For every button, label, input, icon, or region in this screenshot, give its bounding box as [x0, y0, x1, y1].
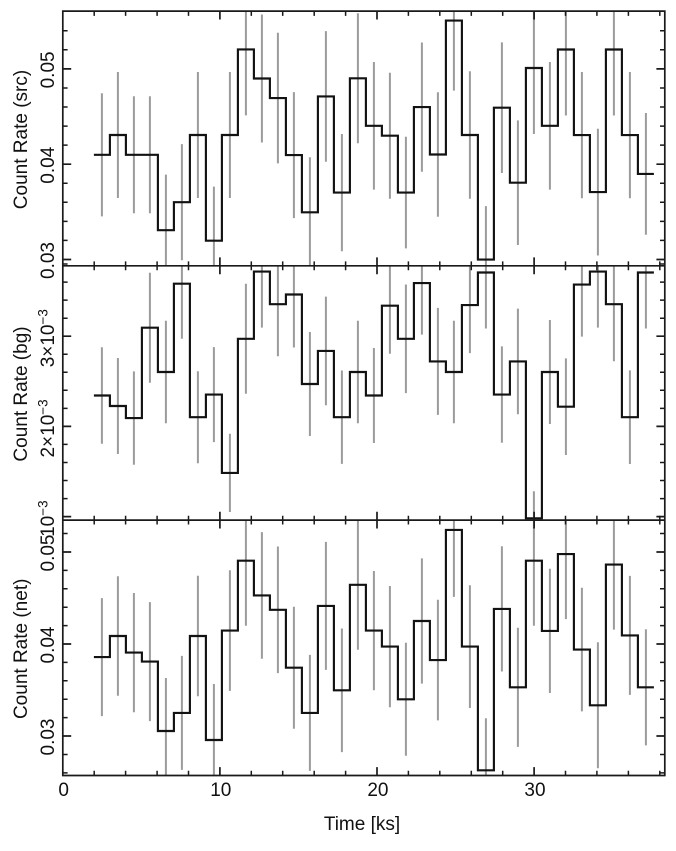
- svg-text:Count Rate (net): Count Rate (net): [11, 579, 32, 719]
- svg-text:0.05: 0.05: [38, 535, 59, 572]
- svg-text:Count Rate (src): Count Rate (src): [11, 70, 32, 209]
- svg-text:Time [ks]: Time [ks]: [324, 814, 400, 835]
- svg-text:0.04: 0.04: [38, 146, 59, 183]
- svg-text:0.04: 0.04: [38, 626, 59, 663]
- svg-text:0: 0: [58, 780, 69, 801]
- svg-text:0.03: 0.03: [38, 242, 59, 279]
- svg-text:10: 10: [210, 780, 231, 801]
- svg-text:0.03: 0.03: [38, 719, 59, 756]
- svg-text:30: 30: [524, 780, 545, 801]
- svg-text:Count Rate (bg): Count Rate (bg): [11, 326, 32, 461]
- svg-text:0.05: 0.05: [38, 51, 59, 88]
- svg-text:20: 20: [367, 780, 388, 801]
